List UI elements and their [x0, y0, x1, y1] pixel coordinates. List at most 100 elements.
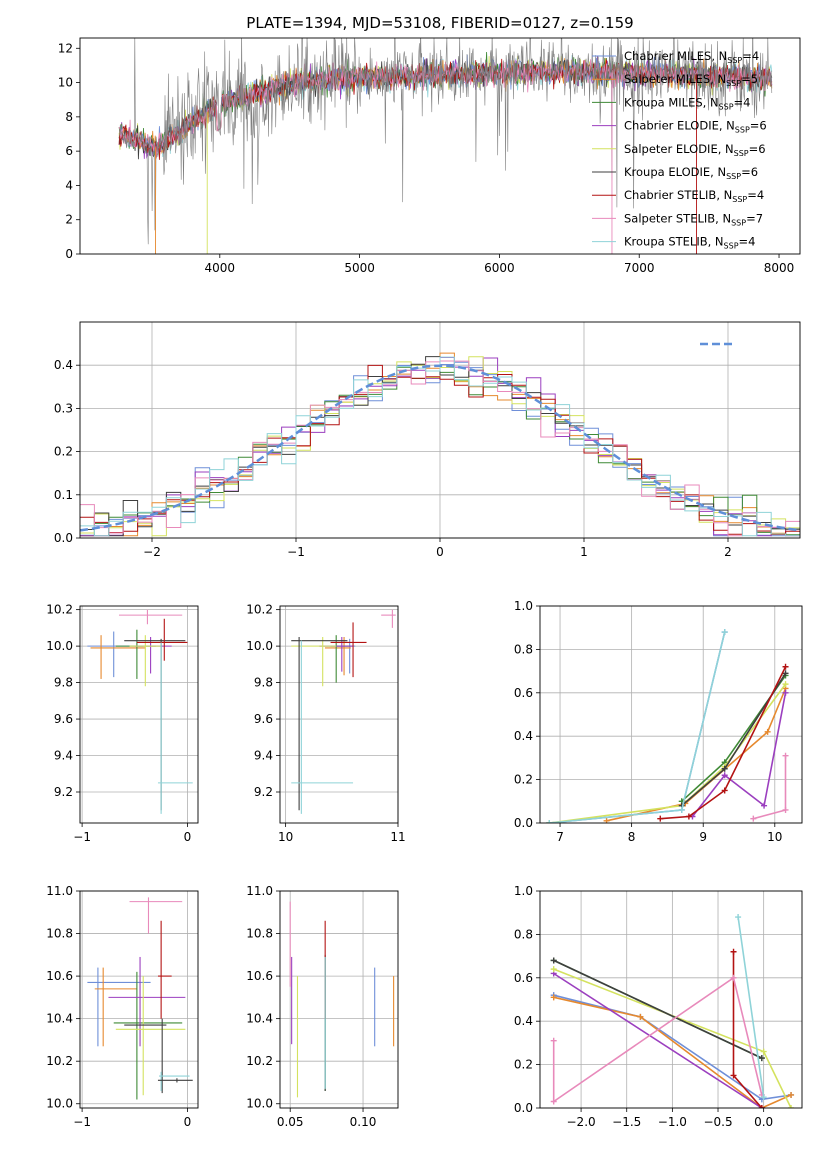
axes-frame: [539, 605, 803, 824]
x-tick-label: −1: [287, 545, 305, 559]
weight-series-marker: [782, 806, 789, 813]
errorbar-point: [94, 967, 137, 1047]
x-tick-label: −2.0: [567, 1115, 596, 1129]
y-tick-label: 0.3: [54, 401, 73, 415]
x-tick-label: 10: [767, 830, 782, 844]
weight-series-marker: [546, 820, 553, 823]
y-tick-label: 10.0: [46, 639, 73, 653]
legend-label-sub: SSP: [726, 79, 741, 88]
errorbar-point: [157, 920, 172, 1019]
y-tick-label: 0.0: [514, 816, 533, 830]
errorbar-point: [115, 976, 186, 1096]
legend-label-name: Salpeter MILES, N: [624, 72, 726, 86]
plot-area: [87, 897, 193, 1100]
y-tick-label: 12: [58, 41, 73, 55]
x-tick-label: 9: [699, 830, 707, 844]
y-tick-label: 10.0: [246, 1097, 273, 1111]
mass-weight-vs-metallicity-panel: −2.0 −1.5 −1.0 −0.5 0.0 0.0 0.2 0.4 0.6 0.8 1.0: [514, 884, 803, 1129]
weight-series-marker: [637, 1013, 644, 1020]
weight-series-line: [660, 666, 787, 820]
x-tick-label: 2: [724, 545, 732, 559]
x-tick-label: −1.0: [658, 1115, 687, 1129]
weight-series-marker: [685, 813, 692, 820]
legend-label-name: Chabrier STELIB, N: [624, 188, 732, 202]
weight-series-marker: [721, 787, 728, 794]
y-tick-label: 4: [65, 178, 73, 192]
y-tick-label: 10.2: [46, 603, 73, 617]
observed-spectrum-line: [118, 38, 773, 245]
weight-series-marker: [758, 1105, 765, 1108]
age-vs-metallicity-panel: −1 0 9.2 9.4 9.6 9.8 10.0 10.2: [46, 603, 199, 844]
legend-label-value: =6: [749, 142, 766, 156]
weight-series-line: [606, 688, 787, 822]
weight-series-marker: [764, 728, 771, 735]
x-tick-label: 7: [556, 830, 564, 844]
y-tick-label: 10.6: [46, 969, 73, 983]
legend-label: Chabrier MILES, NSSP=4: [624, 49, 759, 65]
x-tick-label: −1: [73, 1115, 91, 1129]
x-tick-label: 10: [278, 830, 293, 844]
legend-label-name: Salpeter STELIB, N: [624, 211, 731, 225]
weight-series-marker: [550, 1098, 557, 1105]
weight-series-marker: [730, 974, 737, 981]
errorbar-point: [330, 622, 367, 678]
spectrum-title: PLATE=1394, MJD=53108, FIBERID=0127, z=0…: [246, 14, 633, 32]
y-tick-label: 0.2: [54, 445, 73, 459]
y-tick-label: 10.8: [46, 927, 73, 941]
legend-label-name: Chabrier ELODIE, N: [624, 119, 735, 133]
plot-area: [118, 38, 773, 254]
x-tick-label: 1: [580, 545, 588, 559]
legend-label-name: Salpeter ELODIE, N: [624, 142, 734, 156]
legend-label: Salpeter STELIB, NSSP=7: [624, 211, 763, 227]
weight-series-line: [553, 996, 792, 1108]
axes-frame: [79, 321, 801, 539]
y-tick-label: 0.4: [514, 729, 533, 743]
y-tick-label: 10.4: [46, 1012, 73, 1026]
y-tick-label: 2: [65, 213, 73, 227]
errorbar-point: [381, 609, 396, 628]
y-tick-label: 10.2: [46, 1054, 73, 1068]
errorbar-point: [87, 967, 151, 1047]
legend-label-value: =5: [741, 72, 758, 86]
x-tick-label: −1.5: [612, 1115, 641, 1129]
axes-frame: [279, 605, 399, 824]
age-vs-mass-panel: 10 11 9.2 9.4 9.6 9.8 10.0 10.2: [246, 603, 405, 844]
y-tick-label: 1.0: [514, 599, 533, 613]
y-tick-label: 0.0: [54, 531, 73, 545]
spectrum-panel: 4000 5000 6000 7000 8000 0 2 4 6 8 10 12 Chabrier MI…: [58, 37, 801, 275]
legend-label-name: Kroupa MILES, N: [624, 95, 719, 109]
axes-frame: [539, 890, 803, 1109]
weight-series-marker: [782, 681, 789, 688]
y-tick-label: 10.8: [246, 927, 273, 941]
legend-entry: Salpeter MILES, NSSP=5: [592, 72, 758, 88]
y-tick-label: 9.6: [54, 712, 73, 726]
weight-series-marker: [550, 966, 557, 973]
y-tick-label: 9.2: [254, 785, 273, 799]
y-tick-label: 9.4: [254, 749, 273, 763]
y-tick-label: 10.0: [246, 639, 273, 653]
x-tick-label: 0: [184, 1115, 192, 1129]
y-tick-label: 10.4: [246, 1012, 273, 1026]
x-tick-label: 0.0: [754, 1115, 773, 1129]
weight-series-line: [753, 755, 787, 820]
axes-frame: [279, 890, 399, 1109]
errorbar-point: [115, 629, 156, 679]
axes-frame: [79, 605, 199, 824]
weight-series-marker: [782, 689, 789, 696]
legend-label-value: =7: [746, 211, 763, 225]
y-tick-label: 9.8: [54, 676, 73, 690]
y-tick-label: 0: [65, 247, 73, 261]
weight-series-marker: [761, 802, 768, 809]
y-tick-label: 10: [58, 76, 73, 90]
weight-series-marker: [550, 957, 557, 964]
legend-entry: Kroupa STELIB, NSSP=4: [592, 235, 755, 251]
weight-series-line: [553, 972, 763, 1108]
legend-label: Chabrier STELIB, NSSP=4: [624, 188, 764, 204]
errorbar-point: [157, 1078, 193, 1083]
weight-series-marker: [735, 914, 742, 921]
legend-label-sub: SSP: [735, 126, 750, 135]
y-tick-label: 10.0: [46, 1097, 73, 1111]
x-tick-label: −2: [143, 545, 161, 559]
plot-area: [546, 629, 789, 823]
